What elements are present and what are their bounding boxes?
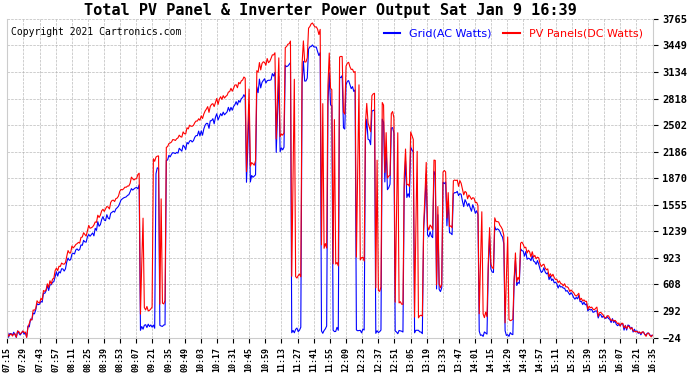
PV Panels(DC Watts): [316, 27, 324, 32]
PV Panels(DC Watts): [635, 330, 644, 334]
Grid(AC Watts): [535, 262, 543, 267]
PV Panels(DC Watts): [649, 333, 657, 338]
PV Panels(DC Watts): [355, 82, 363, 87]
Legend: Grid(AC Watts), PV Panels(DC Watts): Grid(AC Watts), PV Panels(DC Watts): [380, 24, 647, 44]
PV Panels(DC Watts): [3, 330, 12, 334]
Grid(AC Watts): [312, 45, 320, 50]
Grid(AC Watts): [649, 333, 657, 338]
Grid(AC Watts): [3, 329, 12, 333]
PV Panels(DC Watts): [312, 25, 320, 29]
Grid(AC Watts): [390, 131, 398, 135]
PV Panels(DC Watts): [390, 116, 398, 120]
Line: PV Panels(DC Watts): PV Panels(DC Watts): [8, 23, 653, 338]
Grid(AC Watts): [635, 330, 644, 334]
Grid(AC Watts): [316, 51, 324, 55]
PV Panels(DC Watts): [23, 335, 31, 340]
Grid(AC Watts): [12, 335, 21, 340]
PV Panels(DC Watts): [308, 21, 317, 25]
Grid(AC Watts): [355, 328, 363, 333]
Grid(AC Watts): [308, 43, 317, 47]
PV Panels(DC Watts): [535, 256, 543, 260]
Title: Total PV Panel & Inverter Power Output Sat Jan 9 16:39: Total PV Panel & Inverter Power Output S…: [83, 3, 576, 18]
Line: Grid(AC Watts): Grid(AC Watts): [8, 45, 653, 338]
Text: Copyright 2021 Cartronics.com: Copyright 2021 Cartronics.com: [10, 27, 181, 37]
